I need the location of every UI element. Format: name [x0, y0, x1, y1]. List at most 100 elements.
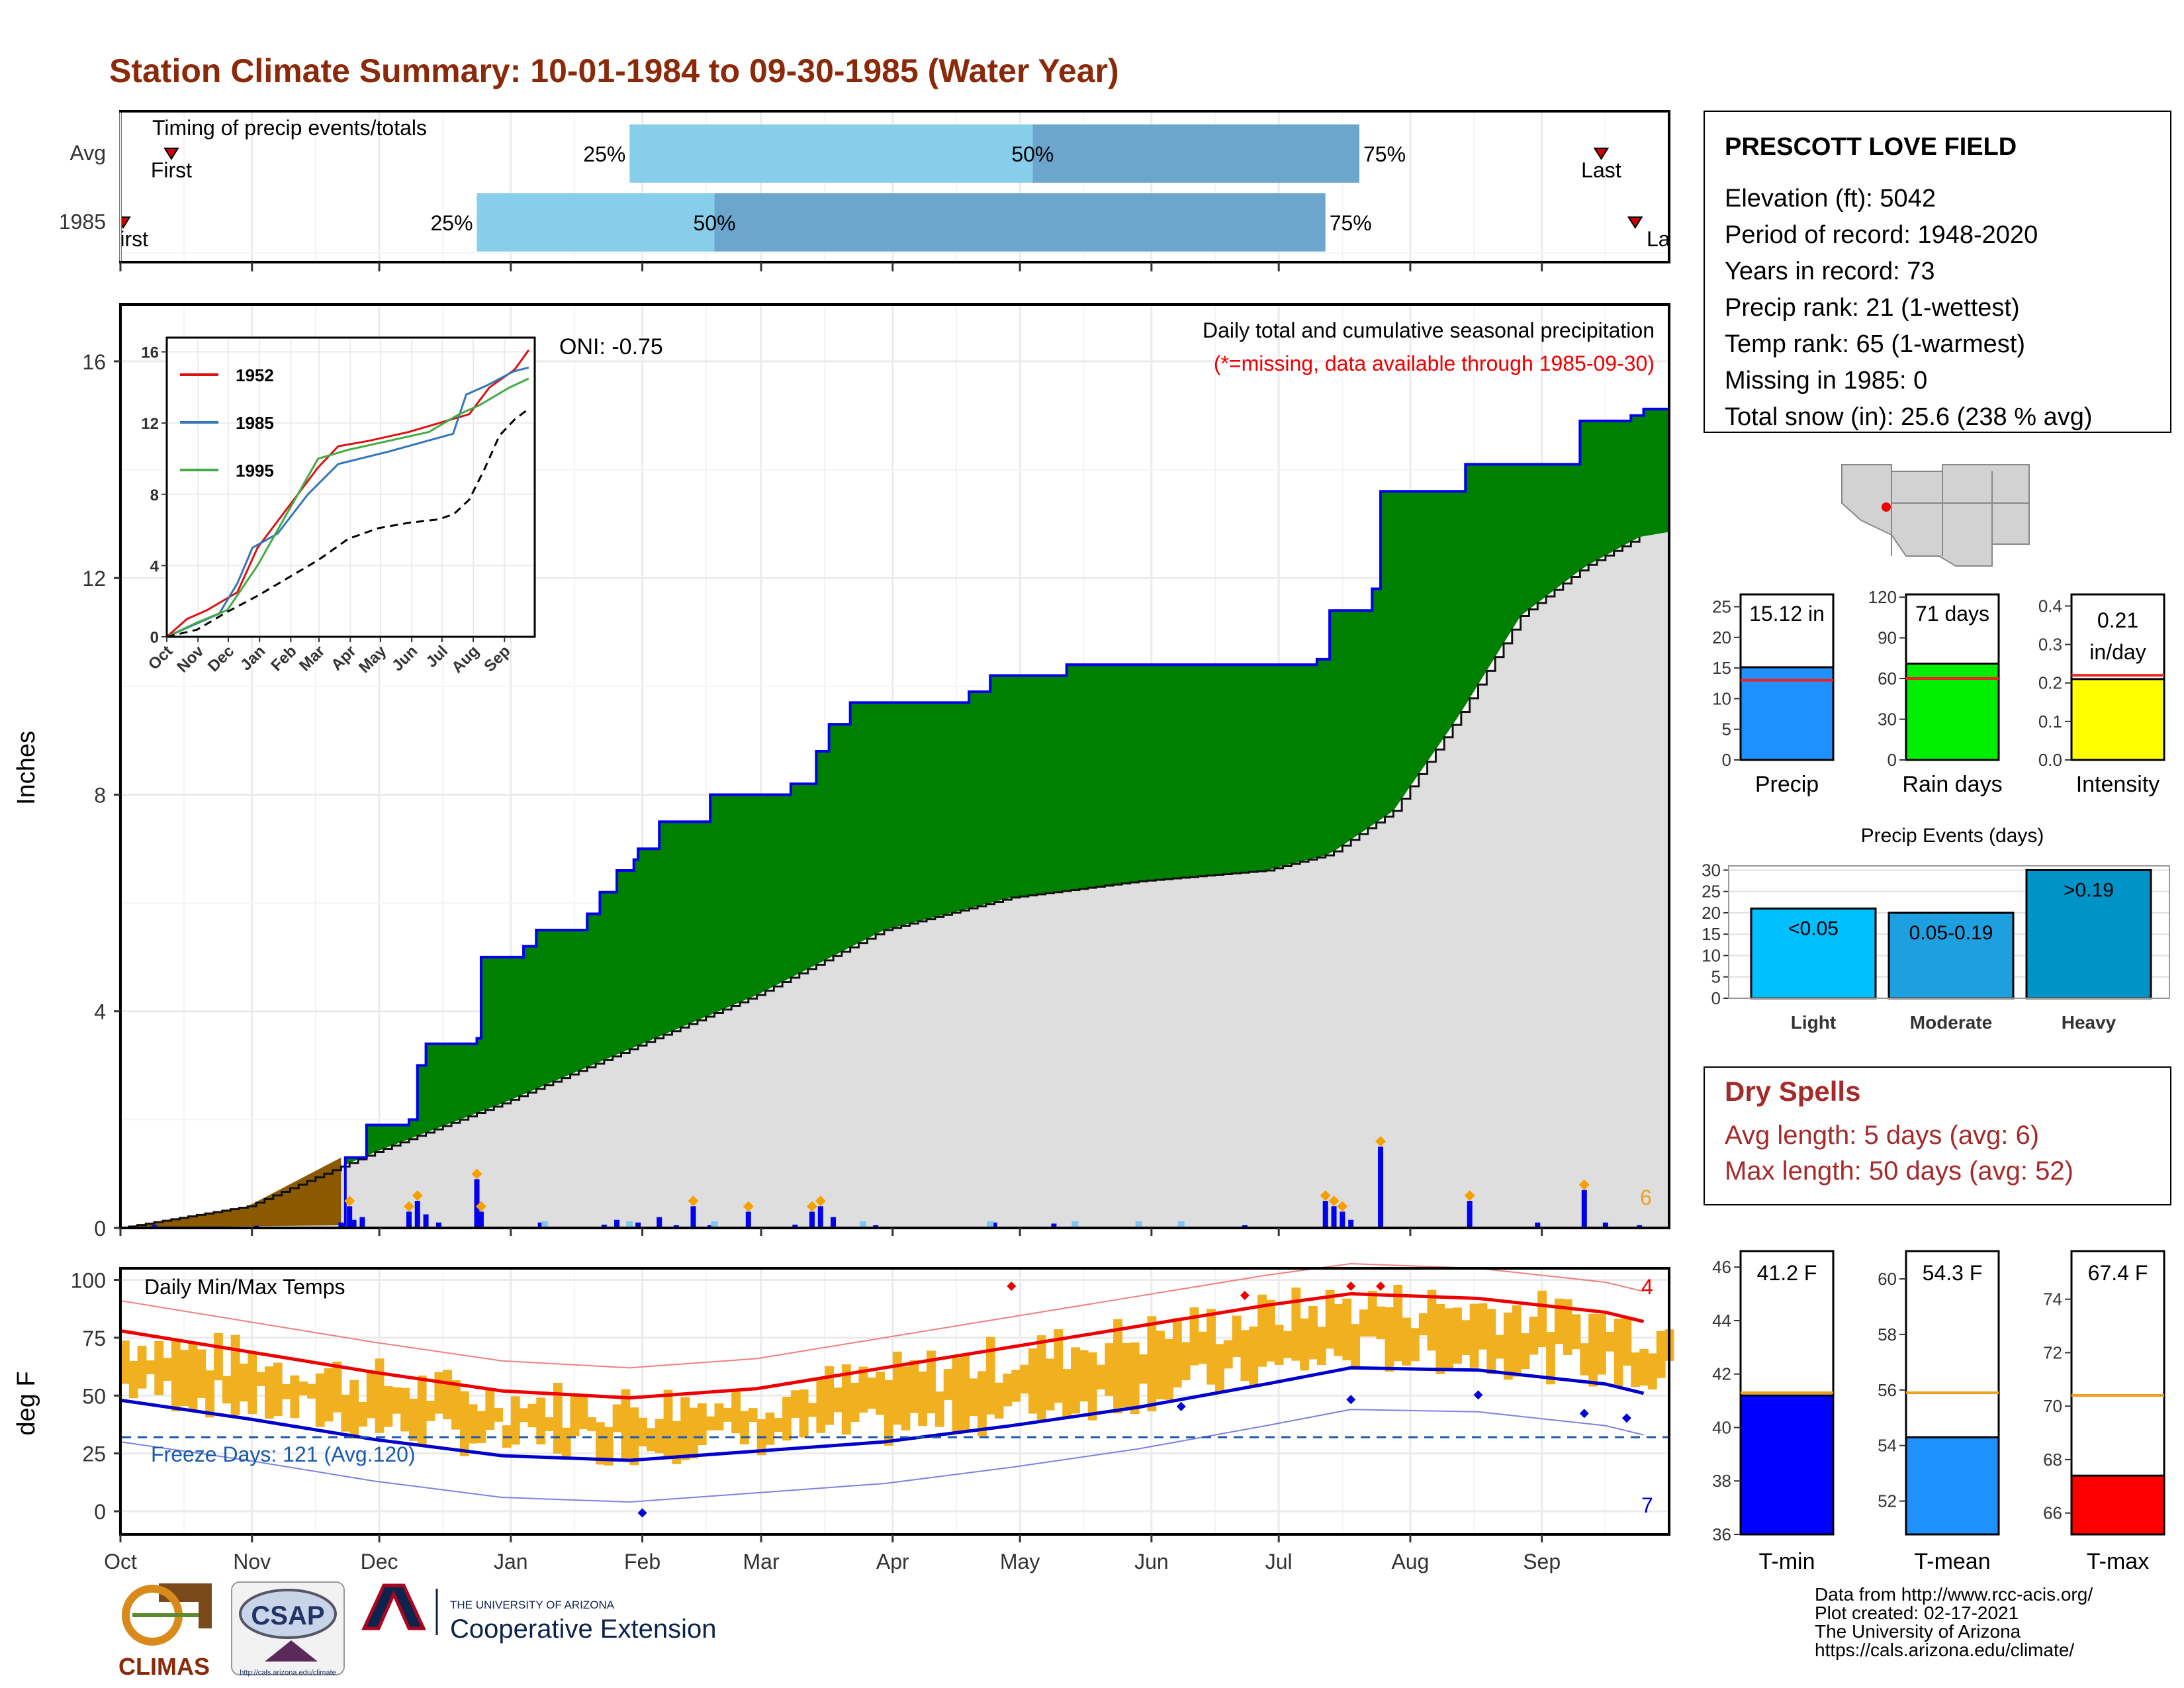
precip-extreme-marker-10 — [471, 1168, 482, 1180]
temp-daily-bar — [1537, 1290, 1547, 1348]
daily-precip-bar-8 — [423, 1214, 429, 1228]
temp-frame — [119, 1267, 1670, 1536]
temp-daily-bar — [230, 1335, 240, 1416]
temp-daily-bar — [281, 1383, 291, 1399]
timing-p50-label-1: 50% — [694, 211, 736, 235]
temp-daily-bar — [1334, 1303, 1343, 1356]
map-station-marker — [1882, 502, 1891, 512]
temp-daily-bar — [1257, 1294, 1267, 1367]
timing-first-marker-0 — [163, 148, 179, 160]
dry-spells-panel: Dry Spells Avg length: 5 days (avg: 6) M… — [1704, 1066, 2171, 1205]
station-name: PRESCOTT LOVE FIELD — [1725, 133, 2017, 161]
legend-label-1985: 1985 — [236, 413, 274, 433]
temp-daily-bar — [1571, 1314, 1581, 1350]
daily-precip-bar-20 — [745, 1211, 751, 1228]
temp-label: Daily Min/Max Temps — [144, 1275, 345, 1299]
timing-label: Timing of precip events/totals — [152, 116, 427, 140]
temp-daily-bar — [1367, 1290, 1377, 1337]
ua-logo-university: THE UNIVERSITY OF ARIZONA — [450, 1599, 615, 1611]
summary-bar-2 — [2070, 678, 2165, 761]
temp-daily-bar — [341, 1394, 351, 1432]
precip-extreme-marker-3 — [344, 1196, 355, 1207]
summary-bar-0 — [1739, 666, 1835, 761]
temp-daily-bar — [1486, 1309, 1496, 1374]
temp-daily-bar — [375, 1358, 385, 1433]
timing-last-marker-0 — [1593, 148, 1610, 160]
precip-extreme-marker-11 — [475, 1201, 486, 1212]
cold-day-marker-4 — [1579, 1409, 1589, 1419]
hot-day-marker-3 — [1376, 1281, 1386, 1291]
hot-day-marker-0 — [1007, 1281, 1017, 1291]
station-temp-rank: Temp rank: 65 (1-warmest) — [1725, 330, 2025, 358]
daily-precip-bar-30 — [1331, 1206, 1337, 1228]
daily-precip-bar-15 — [635, 1222, 641, 1228]
daily-trace-bar-2 — [711, 1221, 718, 1228]
precip-areas — [120, 407, 1669, 1229]
cold-day-marker-3 — [1473, 1390, 1483, 1400]
summary-ytick-label-0-4: 20 — [1712, 628, 1731, 647]
summary-label-0: Precip — [1755, 772, 1819, 797]
csap-logo-url: http://cals.arizona.edu/climate — [240, 1669, 336, 1677]
cold-day-marker-0 — [637, 1508, 647, 1518]
precip-extreme-marker-20 — [743, 1201, 754, 1212]
temp-daily-bar — [332, 1361, 342, 1413]
temp-daily-bar — [578, 1396, 588, 1430]
month-label-5: Mar — [743, 1550, 780, 1573]
temp-daily-bar — [1045, 1358, 1055, 1411]
temp-daily-bar — [443, 1370, 453, 1420]
temp-daily-bar — [1512, 1305, 1522, 1377]
temp-daily-bar — [1274, 1325, 1284, 1365]
temp-daily-bar — [451, 1380, 461, 1430]
daily-precip-bar-5 — [359, 1217, 365, 1228]
temp-summary-ytick-label-2-3: 72 — [2043, 1342, 2062, 1362]
temp-daily-bar — [1647, 1353, 1657, 1390]
summary-bars: 0 5 10 15 20 25 15.12 in Precip 0 30 60 90 120 71 day… — [1712, 587, 2165, 797]
daily-precip-bar-38 — [1637, 1225, 1643, 1228]
temp-summary-ytick-label-0-0: 36 — [1712, 1524, 1731, 1544]
precip-frame — [119, 303, 1670, 1229]
temp-daily-bar — [596, 1422, 605, 1465]
daily-trace-bar-7 — [1177, 1221, 1185, 1228]
temp-daily-bar — [1588, 1313, 1598, 1387]
temp-summary-bar-2 — [2070, 1474, 2165, 1536]
temp-daily-bar — [1215, 1344, 1224, 1392]
summary-ytick-label-2-1: 0.1 — [2038, 712, 2062, 731]
temp-daily-bar — [179, 1350, 189, 1406]
temp-ytick-label-2: 50 — [82, 1384, 106, 1408]
temp-daily-bar — [1393, 1284, 1403, 1362]
timing-last-label-1: Last — [1647, 227, 1687, 251]
daily-trace-bar-3 — [859, 1221, 866, 1228]
daily-precip-bar-24 — [831, 1217, 837, 1228]
temp-daily-bar — [1427, 1289, 1437, 1351]
credit-university: The University of Arizona — [1815, 1621, 2021, 1642]
temp-daily-bar — [239, 1363, 249, 1402]
temp-daily-bar — [1147, 1316, 1157, 1412]
hot-day-marker-2 — [1346, 1281, 1356, 1291]
month-label-9: Jul — [1265, 1550, 1293, 1573]
temp-daily-bar — [1597, 1313, 1606, 1375]
summary-ytick-label-1-1: 30 — [1878, 710, 1897, 729]
summary-ytick-label-0-0: 0 — [1722, 750, 1731, 770]
timing-first-marker-1 — [122, 216, 131, 229]
temp-daily-bar — [485, 1388, 495, 1430]
temp-daily-bar — [324, 1368, 334, 1422]
timing-bar-q1-0 — [629, 124, 1033, 183]
temp-daily-bar — [621, 1389, 631, 1461]
temp-daily-bar — [1385, 1307, 1394, 1372]
temp-daily-bar — [774, 1418, 784, 1432]
temp-daily-bar — [358, 1401, 367, 1427]
temp-daily-bar — [1020, 1364, 1029, 1394]
temp-daily-bar — [1461, 1320, 1471, 1355]
temp-daily-bar — [146, 1360, 156, 1375]
temp-daily-bar — [867, 1378, 877, 1409]
temp-daily-bar — [1563, 1299, 1572, 1356]
daily-precip-bar-28 — [1242, 1225, 1248, 1228]
temp-daily-bar — [1181, 1342, 1191, 1381]
temp-daily-bar — [154, 1340, 164, 1395]
temp-summary-ytick-label-1-1: 54 — [1878, 1436, 1897, 1456]
station-info: PRESCOTT LOVE FIELD Elevation (ft): 5042… — [1704, 111, 2171, 433]
temp-daily-bar — [790, 1390, 800, 1418]
station-period: Period of record: 1948-2020 — [1725, 221, 2038, 249]
record-low-line — [120, 1409, 1644, 1503]
daily-precip-bar-18 — [690, 1206, 696, 1228]
